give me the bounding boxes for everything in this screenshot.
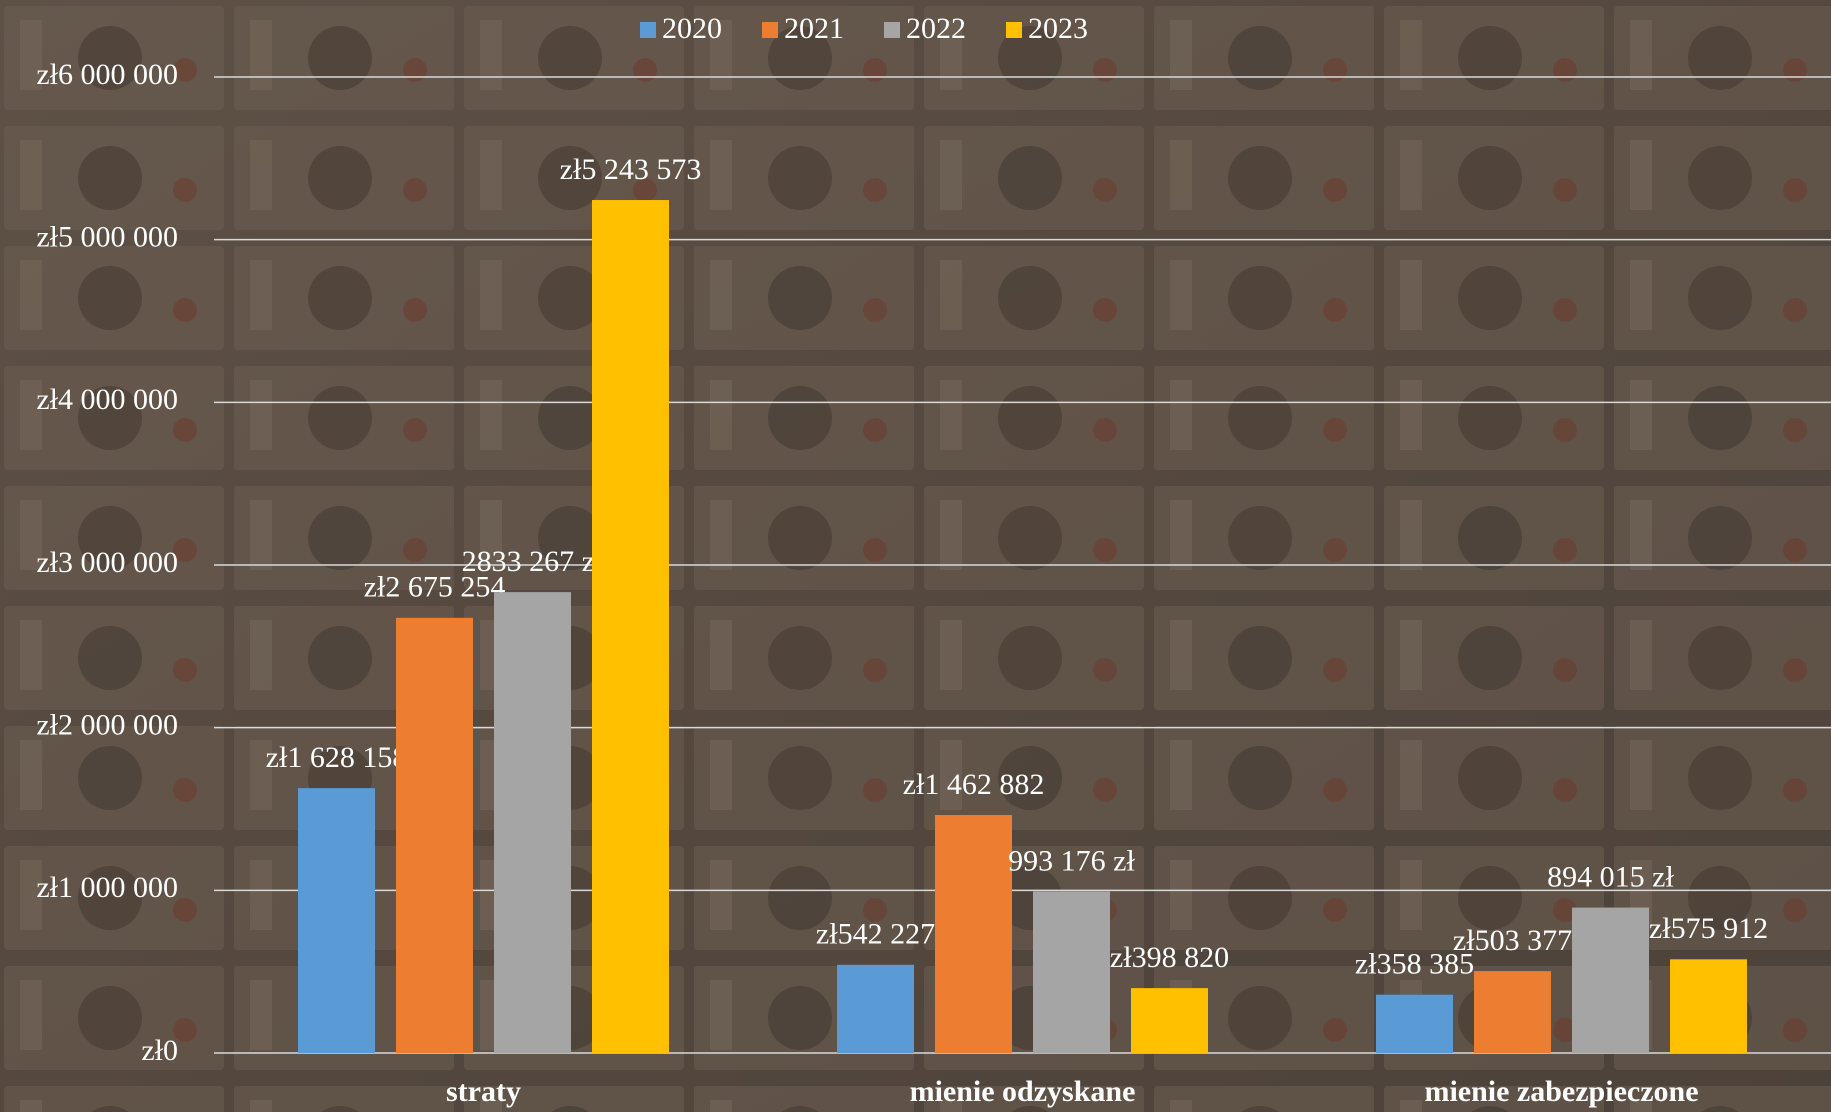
bar: [1376, 995, 1453, 1053]
y-tick-label: zł1 000 000: [36, 871, 178, 904]
value-label: zł398 820: [1110, 941, 1229, 974]
y-tick-label: zł0: [141, 1034, 178, 1067]
y-tick-label: zł2 000 000: [36, 709, 178, 742]
bar: [396, 618, 473, 1053]
bar: [1033, 891, 1110, 1053]
value-label: zł1 628 158: [266, 741, 408, 774]
value-label: 993 176 zł: [1008, 844, 1135, 877]
bar: [837, 965, 914, 1053]
bar: [935, 815, 1012, 1053]
bar: [1670, 959, 1747, 1053]
value-label: zł542 227: [816, 918, 935, 951]
y-tick-label: zł3 000 000: [36, 546, 178, 579]
y-tick-label: zł5 000 000: [36, 221, 178, 254]
bar: [1474, 971, 1551, 1053]
legend-label: 2022: [906, 12, 966, 45]
value-label: 2833 267 zł: [462, 545, 604, 578]
bar: [1572, 908, 1649, 1053]
x-tick-label: straty: [446, 1075, 521, 1108]
value-label: zł575 912: [1649, 912, 1768, 945]
chart: zł0 zł1 000 000 zł2 000 000 zł3 000 000 zł4 …: [0, 0, 1831, 1112]
value-label: zł5 243 573: [560, 153, 702, 186]
legend-swatch: [884, 22, 900, 38]
x-tick-label: mienie zabezpieczone: [1424, 1075, 1698, 1108]
y-tick-label: zł6 000 000: [36, 58, 178, 91]
bar: [494, 592, 571, 1053]
bar: [592, 200, 669, 1053]
legend-label: 2023: [1028, 12, 1088, 45]
legend-label: 2020: [662, 12, 722, 45]
legend-swatch: [762, 22, 778, 38]
y-tick-label: zł4 000 000: [36, 383, 178, 416]
bar: [1131, 988, 1208, 1053]
value-label: zł1 462 882: [903, 768, 1045, 801]
legend-label: 2021: [784, 12, 844, 45]
value-label: zł503 377: [1453, 924, 1572, 957]
legend-swatch: [640, 22, 656, 38]
value-label: 894 015 zł: [1547, 860, 1674, 893]
bar: [298, 788, 375, 1053]
x-tick-label: mienie odzyskane: [910, 1075, 1136, 1108]
legend-swatch: [1006, 22, 1022, 38]
